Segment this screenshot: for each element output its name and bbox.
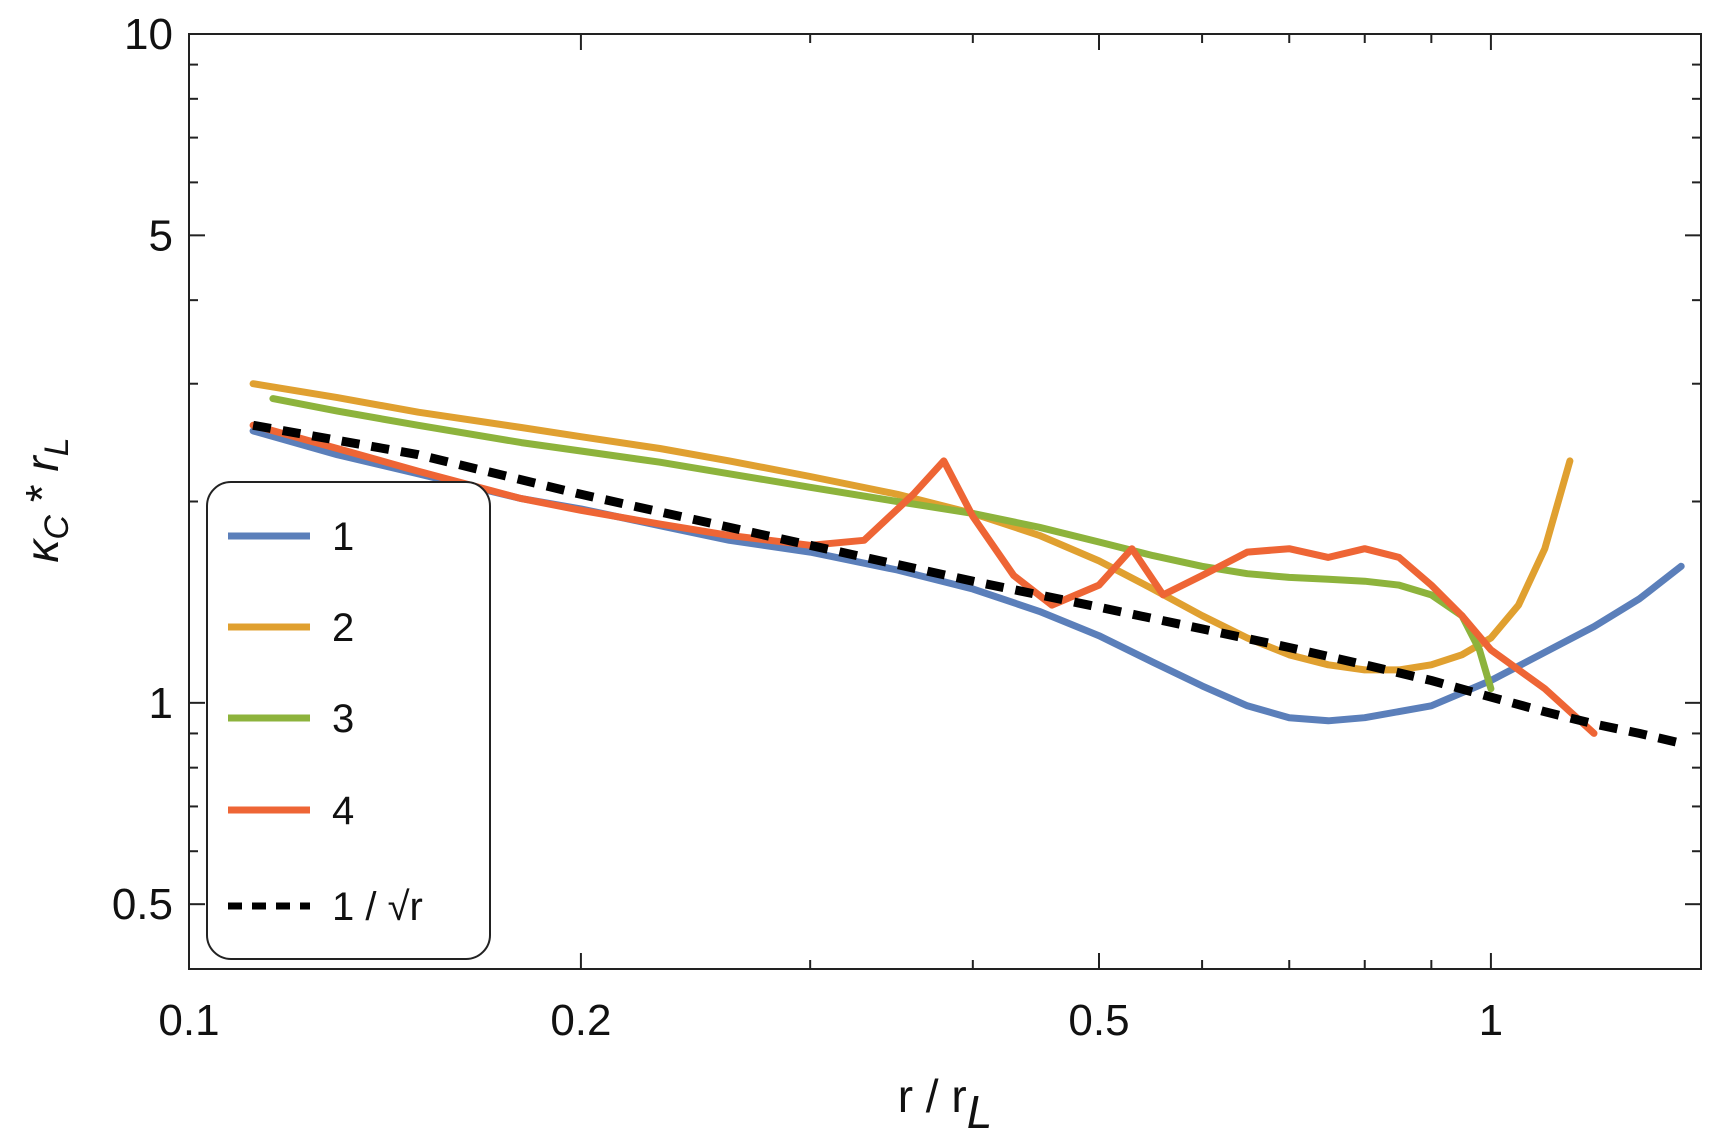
y-tick-label: 1 xyxy=(149,679,173,728)
legend-label-2: 2 xyxy=(332,606,354,650)
x-tick-label: 0.5 xyxy=(1068,996,1129,1045)
y-tick-label: 0.5 xyxy=(112,880,173,929)
curves-layer xyxy=(249,380,1685,748)
ticks-layer xyxy=(188,33,1701,969)
series-line-3 xyxy=(269,395,1495,693)
x-tick-label: 0.2 xyxy=(550,996,611,1045)
x-axis-title: r / rL xyxy=(898,1070,993,1138)
x-tick-label: 0.1 xyxy=(158,996,219,1045)
series-line-4 xyxy=(249,421,1598,737)
legend-box xyxy=(206,481,491,960)
legend-label-1: 1 xyxy=(332,515,354,559)
x-tick-label: 1 xyxy=(1479,996,1503,1045)
y-tick-label: 10 xyxy=(124,10,173,59)
legend-label-3: 3 xyxy=(332,697,354,741)
y-tick-label: 5 xyxy=(149,211,173,260)
series-line-2 xyxy=(249,380,1574,674)
tick-labels-layer: 0.1 0.2 0.5 1 0.5 1 5 10 xyxy=(112,10,1503,1045)
legend-label-4: 4 xyxy=(332,789,354,833)
series-line-reference xyxy=(252,420,1683,748)
legend: 1 2 3 4 1 / √r xyxy=(206,481,491,960)
y-axis-title: κC * rL xyxy=(16,437,76,562)
legend-label-reference: 1 / √r xyxy=(332,885,423,929)
svg-text:κC * rL: κC * rL xyxy=(16,437,76,562)
